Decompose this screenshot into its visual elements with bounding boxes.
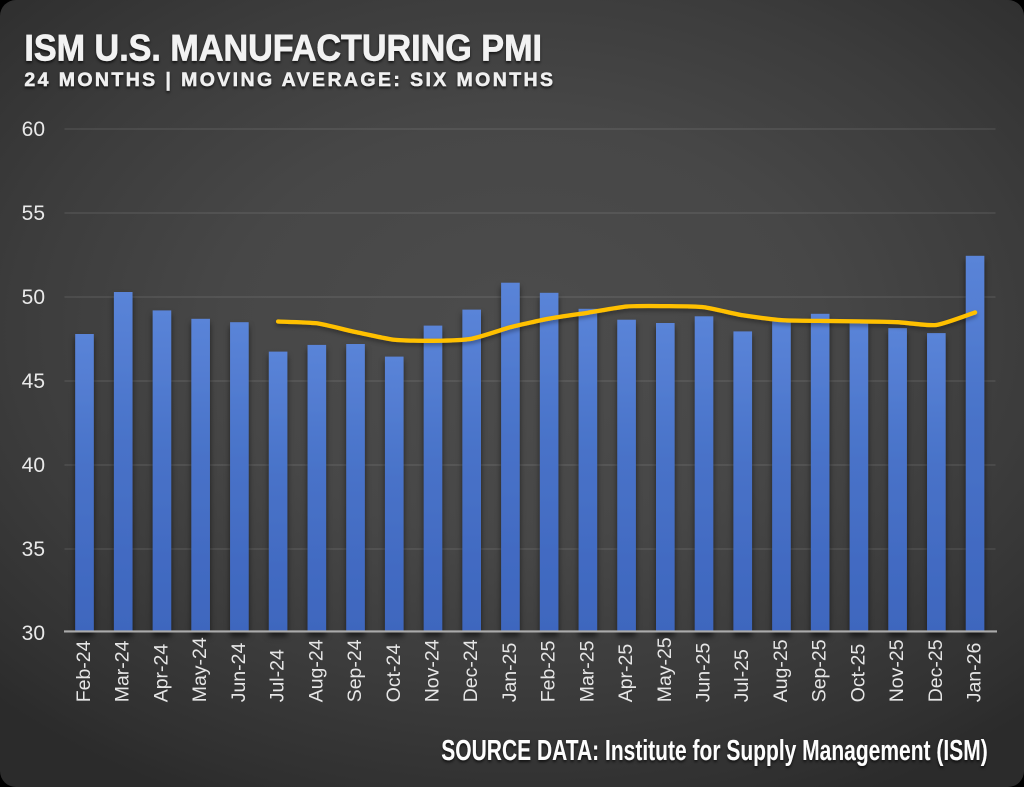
- svg-text:40: 40: [22, 454, 45, 477]
- svg-text:Jul-25: Jul-25: [731, 649, 753, 702]
- svg-text:May-24: May-24: [189, 637, 211, 702]
- svg-text:Sep-24: Sep-24: [344, 639, 366, 702]
- svg-text:55: 55: [22, 202, 45, 225]
- svg-text:24 MONTHS | MOVING AVERAGE: SI: 24 MONTHS | MOVING AVERAGE: SIX MONTHS: [24, 69, 553, 91]
- svg-text:Oct-25: Oct-25: [847, 644, 869, 703]
- svg-text:Jun-25: Jun-25: [693, 643, 715, 703]
- svg-text:60: 60: [22, 118, 45, 141]
- svg-text:Mar-24: Mar-24: [112, 640, 134, 702]
- svg-text:Jul-24: Jul-24: [267, 649, 289, 702]
- svg-text:May-25: May-25: [654, 637, 676, 702]
- svg-text:Aug-24: Aug-24: [305, 639, 327, 702]
- svg-text:Dec-25: Dec-25: [925, 639, 947, 702]
- svg-text:Jan-25: Jan-25: [499, 643, 521, 703]
- svg-text:Nov-25: Nov-25: [886, 639, 908, 702]
- svg-text:Mar-25: Mar-25: [576, 640, 598, 702]
- svg-text:50: 50: [22, 286, 45, 309]
- svg-text:Feb-24: Feb-24: [73, 640, 95, 702]
- svg-text:Jun-24: Jun-24: [228, 643, 250, 703]
- svg-text:Feb-25: Feb-25: [538, 640, 560, 702]
- svg-text:Oct-24: Oct-24: [383, 644, 405, 703]
- svg-text:Sep-25: Sep-25: [809, 639, 831, 702]
- svg-text:SOURCE DATA: Institute for Sup: SOURCE DATA: Institute for Supply Manage…: [441, 735, 987, 767]
- svg-text:Jan-26: Jan-26: [964, 643, 986, 703]
- svg-text:Aug-25: Aug-25: [770, 639, 792, 702]
- svg-text:45: 45: [22, 370, 45, 393]
- svg-text:35: 35: [22, 538, 45, 561]
- svg-text:Apr-24: Apr-24: [150, 644, 172, 703]
- svg-text:30: 30: [22, 622, 45, 645]
- svg-text:Dec-24: Dec-24: [460, 639, 482, 702]
- svg-text:ISM U.S. MANUFACTURING PMI: ISM U.S. MANUFACTURING PMI: [24, 28, 542, 69]
- svg-text:Nov-24: Nov-24: [422, 639, 444, 702]
- svg-text:Apr-25: Apr-25: [615, 644, 637, 703]
